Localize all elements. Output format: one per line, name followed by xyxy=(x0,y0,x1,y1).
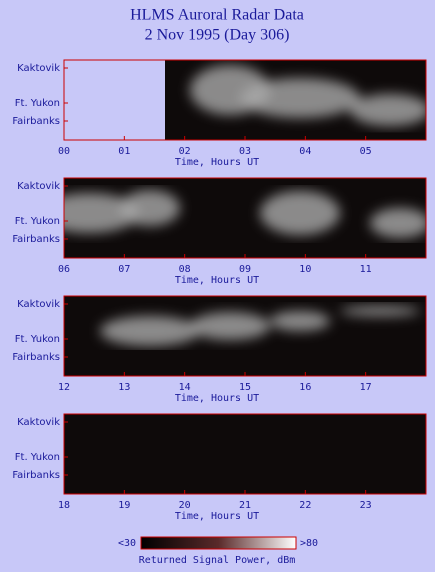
x-tick-label: 06 xyxy=(58,264,70,275)
echo-layer xyxy=(190,65,426,126)
x-axis-label: Time, Hours UT xyxy=(175,157,259,168)
echo xyxy=(370,208,426,238)
y-tick-label: Ft. Yukon xyxy=(15,216,60,227)
image-background xyxy=(64,414,426,494)
echo xyxy=(100,316,200,346)
echo xyxy=(350,94,426,126)
x-axis-label: Time, Hours UT xyxy=(175,511,259,522)
y-tick-label: Ft. Yukon xyxy=(15,334,60,345)
colorbar xyxy=(140,536,297,550)
subtitle: 2 Nov 1995 (Day 306) xyxy=(145,27,290,44)
x-axis-label: Time, Hours UT xyxy=(175,393,259,404)
x-tick-label: 17 xyxy=(360,382,372,393)
x-tick-label: 12 xyxy=(58,382,70,393)
x-tick-label: 21 xyxy=(239,500,251,511)
title: HLMS Auroral Radar Data xyxy=(130,7,304,24)
echo xyxy=(240,78,360,118)
x-tick-label: 04 xyxy=(299,146,311,157)
y-tick-label: Kaktovik xyxy=(17,417,60,428)
x-tick-label: 20 xyxy=(179,500,191,511)
x-tick-label: 16 xyxy=(299,382,311,393)
radar-image xyxy=(64,296,426,376)
y-tick-label: Fairbanks xyxy=(12,234,60,245)
x-tick-label: 18 xyxy=(58,500,70,511)
echo xyxy=(260,191,340,235)
echo xyxy=(120,190,180,226)
radar-image xyxy=(64,414,426,494)
echo-layer xyxy=(64,190,426,238)
x-tick-label: 03 xyxy=(239,146,251,157)
x-tick-label: 08 xyxy=(179,264,191,275)
echo xyxy=(190,65,270,115)
x-tick-label: 19 xyxy=(118,500,130,511)
x-tick-label: 07 xyxy=(118,264,130,275)
y-tick-label: Fairbanks xyxy=(12,352,60,363)
x-tick-label: 11 xyxy=(360,264,372,275)
x-tick-label: 22 xyxy=(299,500,311,511)
y-tick-label: Fairbanks xyxy=(12,116,60,127)
x-tick-label: 14 xyxy=(179,382,191,393)
x-tick-label: 05 xyxy=(360,146,372,157)
echo xyxy=(270,311,330,331)
x-tick-label: 10 xyxy=(299,264,311,275)
y-tick-label: Ft. Yukon xyxy=(15,98,60,109)
x-tick-label: 23 xyxy=(360,500,372,511)
echo xyxy=(64,193,139,233)
x-tick-label: 00 xyxy=(58,146,70,157)
echo xyxy=(340,306,420,316)
y-tick-label: Kaktovik xyxy=(17,63,60,74)
x-tick-label: 09 xyxy=(239,264,251,275)
radar-image xyxy=(165,60,426,140)
radar-image xyxy=(64,178,426,258)
x-tick-label: 15 xyxy=(239,382,251,393)
colorbar-max: >80 xyxy=(300,538,318,549)
x-tick-label: 02 xyxy=(179,146,191,157)
echo xyxy=(190,312,270,340)
colorbar-min: <30 xyxy=(118,538,136,549)
x-tick-label: 01 xyxy=(118,146,130,157)
y-tick-label: Kaktovik xyxy=(17,299,60,310)
x-tick-label: 13 xyxy=(118,382,130,393)
y-tick-label: Ft. Yukon xyxy=(15,452,60,463)
y-tick-label: Fairbanks xyxy=(12,470,60,481)
echo-layer xyxy=(100,306,420,346)
colorbar-label: Returned Signal Power, dBm xyxy=(139,555,296,566)
x-axis-label: Time, Hours UT xyxy=(175,275,259,286)
y-tick-label: Kaktovik xyxy=(17,181,60,192)
